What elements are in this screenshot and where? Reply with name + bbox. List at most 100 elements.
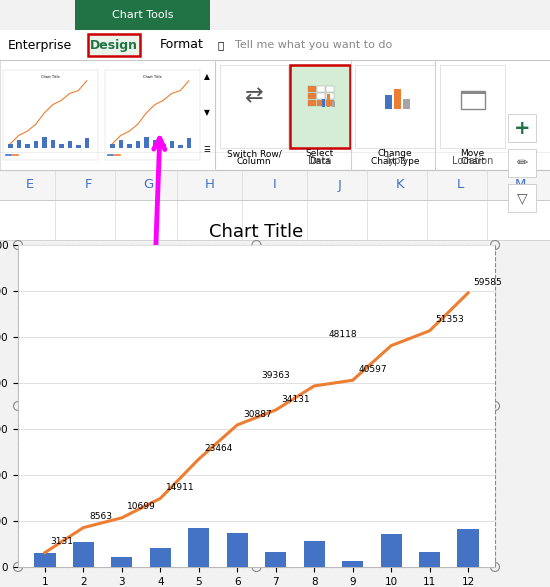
Bar (355, 65, 435, 148)
Total (119, 514, 125, 521)
Bar (403, 99, 410, 109)
Bar (76, 145, 80, 148)
Text: 23464: 23464 (205, 444, 233, 453)
Text: Change: Change (378, 150, 412, 158)
Text: H: H (205, 178, 215, 191)
Bar (265, 552, 287, 567)
Text: ▽: ▽ (516, 191, 527, 205)
Bar (144, 137, 148, 148)
Bar (169, 141, 174, 148)
Bar (34, 141, 38, 148)
Text: Data: Data (309, 157, 331, 167)
Bar (508, 149, 536, 177)
Bar (186, 138, 191, 148)
Text: E: E (26, 178, 34, 191)
Bar (327, 93, 330, 106)
Bar (161, 144, 166, 148)
Bar (110, 144, 114, 148)
Text: Chart Type: Chart Type (371, 157, 419, 167)
Bar (332, 100, 335, 106)
Total (388, 342, 394, 349)
Bar (51, 140, 55, 148)
Bar (381, 534, 402, 567)
Title: Chart Title: Chart Title (210, 222, 304, 241)
Text: 51353: 51353 (435, 315, 464, 325)
Text: 39363: 39363 (261, 370, 290, 380)
Total (465, 289, 471, 296)
Total (234, 421, 240, 429)
Text: 10699: 10699 (128, 502, 156, 511)
Bar (68, 141, 72, 148)
Text: Chart Tools: Chart Tools (112, 10, 173, 20)
Text: Format: Format (160, 39, 204, 52)
Text: 3131: 3131 (51, 537, 74, 546)
Bar (508, 184, 536, 212)
Text: 8563: 8563 (89, 512, 112, 521)
Bar (42, 137, 47, 148)
Total (157, 495, 164, 502)
Text: ▲: ▲ (204, 73, 210, 82)
Text: M: M (514, 178, 526, 191)
Text: Move: Move (460, 150, 485, 158)
Bar (0, 60, 550, 170)
Total (42, 549, 48, 556)
Text: ☰: ☰ (204, 146, 211, 154)
Bar (0, 200, 550, 240)
Bar (308, 100, 316, 106)
Bar (16, 140, 21, 148)
Text: Enterprise: Enterprise (8, 39, 72, 52)
Bar (394, 89, 401, 109)
Text: Switch Row/: Switch Row/ (227, 150, 282, 158)
Bar (508, 114, 536, 142)
Total (80, 524, 87, 531)
Text: 48118: 48118 (329, 330, 358, 339)
Total (272, 406, 279, 413)
Text: +: + (514, 119, 530, 137)
Text: Chart Title: Chart Title (41, 75, 60, 79)
Bar (460, 90, 485, 93)
Bar (73, 542, 94, 567)
Bar (326, 100, 334, 106)
Bar (326, 86, 334, 92)
Text: Design: Design (90, 39, 138, 52)
Bar (88, 34, 140, 56)
Bar (59, 144, 64, 148)
Text: ✏: ✏ (516, 156, 528, 170)
Text: Chart Title: Chart Title (143, 75, 162, 79)
Total (311, 382, 317, 389)
Bar (342, 561, 363, 567)
Bar (0, 170, 550, 200)
Bar (178, 145, 183, 148)
Bar (34, 552, 56, 567)
Text: 40597: 40597 (358, 365, 387, 374)
Bar (385, 95, 392, 109)
Bar (317, 86, 325, 92)
Bar (290, 65, 350, 148)
Total (195, 456, 202, 463)
Text: G: G (143, 178, 153, 191)
Bar (227, 533, 248, 567)
Bar (304, 541, 325, 567)
Text: K: K (395, 178, 404, 191)
Bar (118, 140, 123, 148)
Bar (105, 70, 200, 160)
Total (426, 328, 433, 335)
Bar (0, 30, 550, 60)
Bar (85, 138, 89, 148)
Total (349, 377, 356, 384)
Bar (188, 528, 210, 567)
Text: 30887: 30887 (243, 410, 272, 419)
Bar (308, 86, 316, 92)
Bar (308, 93, 316, 99)
Text: Select: Select (306, 150, 334, 158)
Text: J: J (338, 178, 342, 191)
Text: F: F (84, 178, 92, 191)
Bar (135, 141, 140, 148)
Text: Chart: Chart (460, 157, 485, 167)
Bar (458, 529, 478, 567)
Bar (3, 70, 98, 160)
Text: 💡: 💡 (218, 40, 224, 50)
Text: 14911: 14911 (166, 483, 195, 492)
Bar (317, 93, 325, 99)
Text: ▼: ▼ (204, 108, 210, 117)
